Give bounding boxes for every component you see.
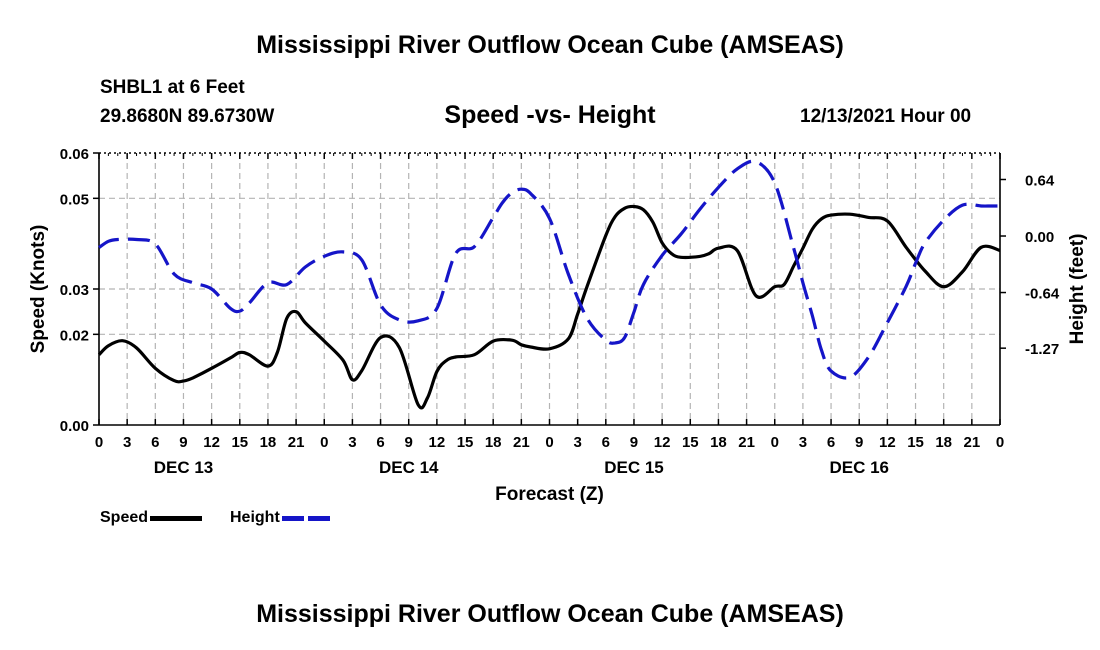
x-tick-label: 18 [935,434,952,451]
x-tick-label: 3 [573,434,581,451]
x-tick-label: 15 [907,434,924,451]
y-axis-label-right: Height (feet) [1067,234,1088,345]
tick-labels: 0 3 6 9 12 15 18 21 0 3 6 9 12 15 18 21 0 3 6 9 12 15 18 21 0 3 6 9… [60,146,1060,477]
chart-subtitle: Speed -vs- Height [444,101,656,129]
y-tick-label-left: 0.02 [60,327,89,344]
x-tick-label: 21 [288,434,305,451]
x-tick-label: 12 [429,434,446,451]
x-tick-label: 9 [179,434,187,451]
x-tick-label: 12 [203,434,220,451]
x-tick-label: 6 [151,434,159,451]
grid-lines [99,153,1000,425]
x-tick-label: 6 [602,434,610,451]
x-tick-label: 21 [738,434,755,451]
x-tick-label: 12 [879,434,896,451]
x-tick-label: 0 [320,434,328,451]
x-tick-label: 0 [996,434,1004,451]
day-label: DEC 13 [154,458,214,477]
x-tick-label: 9 [630,434,638,451]
y-tick-label-right: 0.64 [1025,172,1055,189]
y-tick-label-left: 0.00 [60,418,89,435]
x-tick-label: 6 [376,434,384,451]
x-tick-label: 21 [964,434,981,451]
x-tick-label: 21 [513,434,530,451]
legend-height-label: Height [230,509,280,526]
y-tick-label-right: -0.64 [1025,286,1060,303]
x-tick-label: 3 [799,434,807,451]
x-tick-label: 12 [654,434,671,451]
day-label: DEC 16 [829,458,889,477]
legend-height: Height [230,509,334,527]
station-label: SHBL1 at 6 Feet [100,77,245,98]
y-tick-label-left: 0.05 [60,191,89,208]
x-axis-label: Forecast (Z) [495,484,604,505]
datestamp-label: 12/13/2021 Hour 00 [800,106,972,127]
x-tick-label: 3 [123,434,131,451]
y-axis-label-left: Speed (Knots) [28,225,49,354]
x-tick-label: 18 [710,434,727,451]
y-tick-label-left: 0.06 [60,146,89,163]
x-tick-label: 0 [95,434,103,451]
x-tick-label: 6 [827,434,835,451]
legend-speed-swatch [150,515,203,521]
footer-title: Mississippi River Outflow Ocean Cube (AM… [256,600,844,628]
legend-height-swatch [281,515,334,521]
coordinates-label: 29.8680N 89.6730W [100,106,275,127]
x-tick-label: 15 [231,434,248,451]
x-tick-label: 18 [485,434,502,451]
x-tick-label: 0 [545,434,553,451]
tick-marks [93,152,1006,426]
y-tick-label-right: -1.27 [1025,341,1059,358]
day-label: DEC 14 [379,458,439,477]
x-tick-label: 18 [260,434,277,451]
page-title: Mississippi River Outflow Ocean Cube (AM… [256,31,844,59]
x-tick-label: 3 [348,434,356,451]
x-tick-label: 15 [682,434,699,451]
x-tick-label: 0 [771,434,779,451]
speed-series-line [97,204,1001,410]
height-series-line [98,159,1000,380]
y-tick-label-right: 0.00 [1025,229,1054,246]
day-label: DEC 15 [604,458,664,477]
x-tick-label: 9 [405,434,413,451]
legend-speed-label: Speed [100,509,149,526]
series-layer [97,159,1001,410]
legend-speed: Speed [100,509,203,527]
x-tick-label: 9 [855,434,863,451]
y-tick-label-left: 0.03 [60,282,89,299]
x-tick-label: 15 [457,434,474,451]
